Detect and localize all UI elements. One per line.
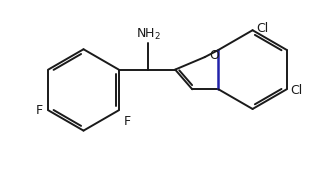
Text: Cl: Cl: [257, 22, 269, 35]
Text: NH$_2$: NH$_2$: [137, 27, 161, 42]
Text: F: F: [35, 104, 42, 117]
Text: Cl: Cl: [291, 84, 303, 97]
Text: O: O: [209, 49, 219, 62]
Text: F: F: [123, 115, 131, 128]
